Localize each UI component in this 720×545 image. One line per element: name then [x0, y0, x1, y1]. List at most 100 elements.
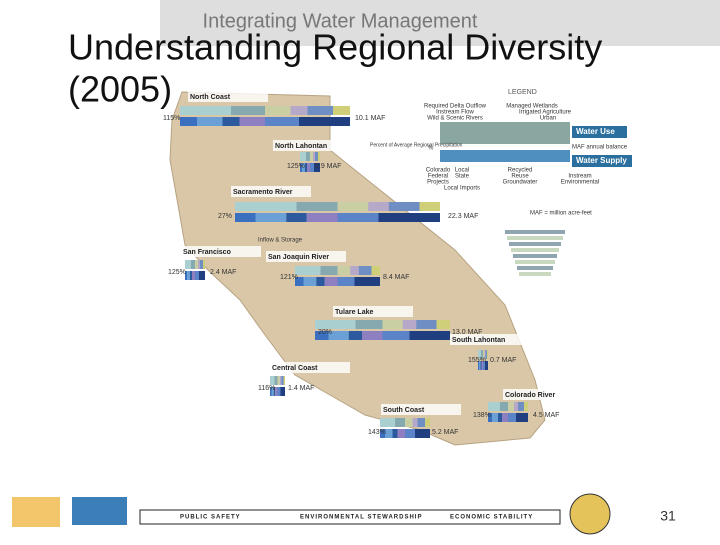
- supply-bar: [235, 213, 256, 222]
- supply-bar: [239, 117, 265, 126]
- use-bar: [419, 202, 440, 211]
- legend-use-label: Wild & Scenic Rivers: [427, 116, 483, 122]
- header-band: [160, 0, 720, 46]
- supply-bar: [277, 387, 281, 396]
- scale-bar: [517, 266, 553, 270]
- legend-balance: MAF annual balance: [572, 145, 628, 151]
- use-bar: [395, 418, 405, 427]
- supply-bar: [405, 429, 415, 438]
- region-name: South Coast: [383, 407, 425, 414]
- supply-bar: [415, 429, 430, 438]
- scale-bar: [505, 230, 565, 234]
- supply-bar: [498, 413, 502, 422]
- supply-bar: [299, 117, 350, 126]
- supply-bar: [397, 429, 405, 438]
- legend-title: LEGEND: [508, 89, 537, 96]
- supply-bar: [307, 163, 310, 172]
- use-bar: [402, 320, 417, 329]
- supply-bar: [222, 117, 240, 126]
- use-bar: [358, 266, 372, 275]
- supply-bar: [271, 387, 274, 396]
- use-bar: [307, 106, 333, 115]
- supply-bar: [337, 277, 355, 286]
- supply-bar: [300, 163, 302, 172]
- use-bar: [350, 266, 359, 275]
- logo-left: [12, 497, 60, 527]
- use-bar: [388, 202, 420, 211]
- supply-bar: [337, 213, 379, 222]
- use-bar: [231, 106, 265, 115]
- supply-bar: [192, 271, 195, 280]
- use-bar: [371, 266, 380, 275]
- footer-item: PUBLIC SAFETY: [180, 515, 241, 521]
- supply-bar: [199, 271, 205, 280]
- legend-supply-label: Local: [455, 168, 469, 174]
- use-bar: [290, 106, 308, 115]
- scale-bar: [511, 248, 559, 252]
- supply-bar: [380, 429, 385, 438]
- footer-bar: [139, 509, 561, 525]
- region-percent: 138%: [473, 412, 491, 419]
- use-bar: [203, 260, 205, 269]
- use-bar: [425, 418, 430, 427]
- region-percent: 27%: [218, 213, 232, 220]
- region-balance: 4.5 MAF: [533, 412, 559, 419]
- legend-use-label: Irrigated Agriculture: [519, 110, 572, 116]
- slide-title-year: (2005): [68, 69, 172, 110]
- region-balance: 0.9 MAF: [315, 163, 341, 170]
- legend-water-use: Water Use: [576, 127, 615, 136]
- supply-bar: [483, 361, 485, 370]
- use-bar: [191, 260, 195, 269]
- state-seal: [569, 493, 611, 535]
- use-bar: [185, 260, 191, 269]
- supply-bar: [273, 387, 276, 396]
- supply-bar: [286, 213, 307, 222]
- supply-bar: [187, 271, 190, 280]
- use-bar: [514, 402, 518, 411]
- supply-bar: [480, 361, 482, 370]
- use-bar: [200, 260, 203, 269]
- region-label-bg: [273, 140, 353, 151]
- use-bar: [382, 320, 403, 329]
- use-bar: [296, 202, 338, 211]
- use-bar: [277, 376, 280, 385]
- supply-bar: [180, 117, 197, 126]
- region-label-bg: [450, 334, 530, 345]
- scale-bar: [513, 254, 557, 258]
- region-label-bg: [270, 362, 350, 373]
- use-bar: [320, 266, 338, 275]
- supply-bar: [508, 413, 516, 422]
- supply-bar: [328, 331, 349, 340]
- supply-bar: [488, 413, 492, 422]
- legend-scale: [505, 230, 565, 276]
- use-bar: [337, 266, 351, 275]
- region-percent: 115%: [163, 115, 180, 122]
- footer-item: ENVIRONMENTAL STEWARDSHIP: [300, 515, 422, 521]
- use-bar: [315, 320, 356, 329]
- use-bar: [300, 152, 306, 161]
- supply-bar: [385, 429, 393, 438]
- legend-supply-label: Environmental: [561, 180, 599, 186]
- region-percent: 125%: [287, 163, 305, 170]
- use-bar: [483, 350, 485, 359]
- scale-bar: [509, 242, 561, 246]
- legend-supply-label: Colorado: [426, 168, 451, 174]
- region-name: South Lahontan: [452, 337, 505, 344]
- legend-supply-label: State: [455, 174, 470, 180]
- supply-bar: [185, 271, 187, 280]
- supply-bar: [314, 163, 320, 172]
- legend-maf-note: MAF = million acre-feet: [530, 211, 592, 217]
- legend-use-tag: [572, 126, 627, 138]
- supply-bar: [485, 361, 488, 370]
- legend-supply-label: Local Imports: [444, 186, 480, 192]
- logo-cloud: [72, 497, 127, 525]
- supply-bar: [306, 213, 338, 222]
- region-label-bg: [503, 389, 583, 400]
- supply-bar: [354, 277, 380, 286]
- scale-bar: [515, 260, 555, 264]
- legend-supply-label: Recycled: [508, 168, 533, 174]
- use-bar: [279, 376, 282, 385]
- scale-bar: [519, 272, 551, 276]
